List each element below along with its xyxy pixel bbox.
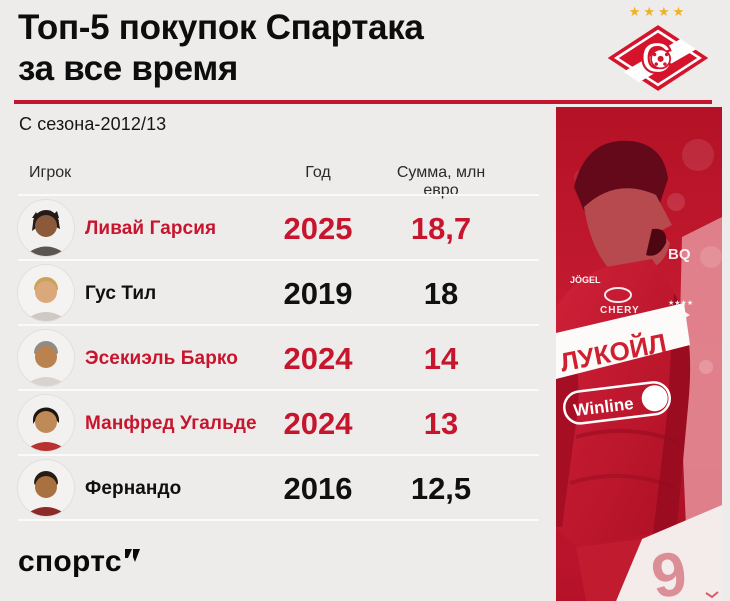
transfer-year: 2019 — [283, 275, 353, 311]
row-divider — [18, 519, 539, 521]
player-avatar — [18, 200, 74, 256]
jersey-crest-stars: ★★★★ — [668, 299, 693, 307]
page-title: Топ-5 покупок Спартака за все время — [18, 8, 558, 89]
player-avatar — [18, 330, 74, 386]
player-name: Эсекиэль Барко — [85, 347, 238, 369]
transfer-fee: 18 — [423, 275, 459, 311]
page-title-line2: за все время — [18, 48, 239, 88]
transfer-year: 2024 — [283, 340, 353, 376]
champion-stars: ★★★★ — [628, 4, 688, 19]
player-avatar — [18, 460, 74, 516]
jogel-logo-text: JÖGEL — [570, 275, 601, 285]
transfer-fee: 18,7 — [410, 210, 472, 246]
spartak-logo-icon: С — [607, 25, 709, 91]
row-divider — [18, 259, 539, 261]
sports-ru-wordmark: спортс — [18, 545, 122, 578]
transfer-fee: 13 — [423, 405, 459, 441]
chery-logo-text: CHERY — [600, 305, 640, 316]
transfer-fee: 14 — [423, 340, 459, 376]
transfer-year: 2024 — [283, 405, 353, 441]
sports-ru-logo: спортс — [18, 545, 140, 579]
header-divider-line — [14, 100, 712, 104]
table-row: Эсекиэль Барко 2024 14 — [0, 326, 556, 391]
player-name: Гус Тил — [85, 282, 157, 304]
transfer-fee: 12,5 — [410, 470, 472, 506]
player-avatar — [18, 395, 74, 451]
club-badge: ★★★★ С — [602, 4, 714, 94]
sports-ru-logo-mark-icon — [124, 549, 140, 562]
transfer-year: 2016 — [283, 470, 353, 506]
transfer-year: 2025 — [283, 210, 353, 246]
row-divider — [18, 194, 539, 196]
bq-logo-text: BQ — [668, 246, 691, 263]
table-row: Гус Тил 2019 18 — [0, 261, 556, 326]
column-header-year: Год — [305, 164, 331, 181]
column-header-player: Игрок — [29, 164, 72, 181]
player-avatar — [18, 265, 74, 321]
table-row: Манфред Угальде 2024 13 — [0, 391, 556, 456]
subtitle-season: С сезона-2012/13 — [19, 114, 167, 134]
page-title-line1: Топ-5 покупок Спартака — [18, 8, 424, 47]
player-name: Ливай Гарсия — [85, 217, 217, 239]
table-row: Фернандо 2016 12,5 — [0, 456, 556, 521]
row-divider — [18, 454, 539, 456]
player-photo: JÖGEL BQ CHERY ★★★★ ЛУКОЙЛ Winline 9 — [556, 107, 722, 601]
row-divider — [18, 389, 539, 391]
row-divider — [18, 324, 539, 326]
table-row: Ливай Гарсия 2025 18,7 — [0, 196, 556, 261]
player-name: Манфред Угальде — [85, 412, 257, 434]
player-name: Фернандо — [85, 477, 182, 499]
